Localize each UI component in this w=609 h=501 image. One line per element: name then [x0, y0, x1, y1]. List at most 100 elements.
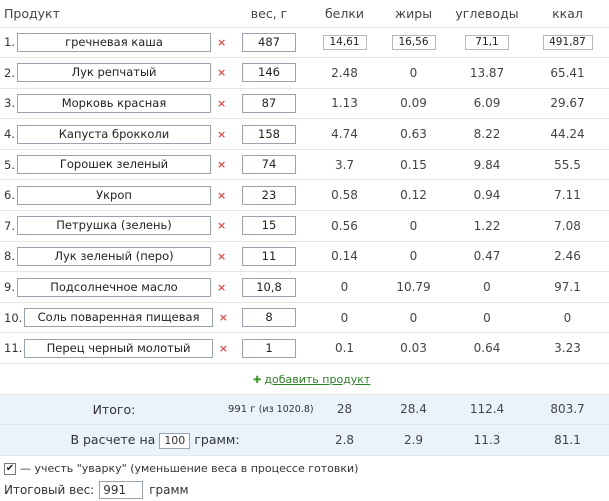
- weight-cell: 487: [228, 27, 310, 59]
- delete-icon[interactable]: ×: [216, 96, 227, 110]
- product-name-input[interactable]: Петрушка (зелень): [16, 216, 211, 236]
- fat-value: 0: [379, 57, 448, 89]
- protein-value: 2.48: [310, 57, 379, 89]
- delete-icon[interactable]: ×: [216, 188, 227, 202]
- carbs-value: 6.09: [448, 88, 526, 120]
- table-row: 9. Подсолнечное масло × 10,8 0 10.79 0 97.1: [0, 271, 609, 303]
- product-cell: 7. Петрушка (зелень) ×: [0, 210, 228, 242]
- product-name-input[interactable]: Горошек зеленый: [16, 155, 211, 175]
- delete-icon[interactable]: ×: [216, 249, 227, 263]
- weight-cell: 15: [228, 210, 310, 242]
- kcal-value: 3.23: [526, 332, 609, 365]
- protein-input[interactable]: 14,61: [322, 35, 367, 51]
- fat-value: 0.03: [379, 332, 448, 365]
- product-name-input[interactable]: Морковь красная: [16, 93, 211, 113]
- delete-icon[interactable]: ×: [218, 341, 228, 355]
- row-number: 11.: [4, 341, 23, 356]
- fat-value: 0.63: [379, 118, 448, 150]
- product-name-input[interactable]: Соль поваренная пищевая: [24, 308, 213, 328]
- product-name-input[interactable]: гречневая каша: [16, 32, 211, 52]
- table-row: 3. Морковь красная × 87 1.13 0.09 6.09 29.67: [0, 88, 609, 120]
- product-cell: 9. Подсолнечное масло ×: [0, 271, 228, 303]
- total-fat: 28.4: [379, 394, 448, 426]
- weight-input[interactable]: 74: [242, 155, 296, 175]
- header-weight: вес, г: [228, 0, 310, 28]
- delete-icon[interactable]: ×: [216, 158, 227, 172]
- add-product-row: ✚ добавить продукт: [0, 363, 609, 395]
- product-cell: 2. Лук репчатый ×: [0, 57, 228, 89]
- per-amount-input[interactable]: 100: [159, 432, 191, 449]
- weight-cell: 23: [228, 179, 310, 212]
- weight-input[interactable]: 8: [242, 308, 296, 328]
- kcal-value: 29.67: [526, 88, 609, 120]
- carbs-input[interactable]: 71,1: [465, 35, 509, 51]
- final-weight-label: Итоговый вес:: [4, 482, 95, 497]
- delete-icon[interactable]: ×: [216, 280, 227, 294]
- header-fat: жиры: [379, 0, 448, 28]
- fat-input[interactable]: 16,56: [391, 35, 436, 51]
- delete-icon[interactable]: ×: [216, 127, 227, 141]
- weight-input[interactable]: 487: [242, 32, 296, 52]
- weight-input[interactable]: 10,8: [242, 277, 296, 297]
- header-carbs: углеводы: [448, 0, 526, 28]
- table-row: 6. Укроп × 23 0.58 0.12 0.94 7.11: [0, 179, 609, 212]
- total-weight: 991 г (из 1020.8): [228, 394, 314, 426]
- weight-input[interactable]: 23: [242, 185, 296, 205]
- product-cell: 5. Горошек зеленый ×: [0, 149, 228, 181]
- table-row: 11. Перец черный молотый × 1 0.1 0.03 0.64 3.23: [0, 332, 609, 365]
- protein-cell: 14,61: [310, 27, 379, 59]
- protein-value: 0: [310, 302, 379, 334]
- total-protein: 28: [310, 394, 379, 426]
- weight-input[interactable]: 146: [242, 63, 296, 83]
- table-row: 7. Петрушка (зелень) × 15 0.56 0 1.22 7.08: [0, 210, 609, 242]
- per-suffix: грамм:: [194, 431, 240, 447]
- weight-input[interactable]: 11: [242, 246, 296, 266]
- product-name-input[interactable]: Перец черный молотый: [24, 338, 213, 358]
- product-name-input[interactable]: Лук репчатый: [16, 63, 211, 83]
- per-amount-row: В расчете на 100 грамм: 2.8 2.9 11.3 81.1: [0, 424, 609, 456]
- carbs-value: 8.22: [448, 118, 526, 150]
- weight-input[interactable]: 1: [242, 338, 296, 358]
- header-kcal: ккал: [526, 0, 609, 28]
- product-cell: 1. гречневая каша ×: [0, 27, 228, 59]
- weight-cell: 1: [228, 332, 310, 365]
- delete-icon[interactable]: ×: [216, 219, 227, 233]
- product-name-input[interactable]: Капуста брокколи: [16, 124, 211, 144]
- weight-input[interactable]: 158: [242, 124, 296, 144]
- row-number: 4.: [4, 127, 15, 142]
- weight-input[interactable]: 87: [242, 93, 296, 113]
- weight-cell: 10,8: [228, 271, 310, 303]
- protein-value: 0.14: [310, 241, 379, 273]
- delete-icon[interactable]: ×: [218, 311, 228, 325]
- delete-icon[interactable]: ×: [216, 66, 227, 80]
- add-product-link[interactable]: добавить продукт: [264, 372, 371, 386]
- table-row: 8. Лук зеленый (перо) × 11 0.14 0 0.47 2.46: [0, 241, 609, 273]
- protein-value: 3.7: [310, 149, 379, 181]
- row-number: 8.: [4, 249, 15, 264]
- total-carbs: 112.4: [448, 394, 526, 426]
- fat-value: 0: [379, 210, 448, 242]
- table-row: 1. гречневая каша × 487 14,61 16,56 71,1 491,87: [0, 27, 609, 59]
- fat-cell: 16,56: [379, 27, 448, 59]
- header-protein: белки: [310, 0, 379, 28]
- product-name-input[interactable]: Лук зеленый (перо): [16, 246, 211, 266]
- delete-icon[interactable]: ×: [216, 35, 227, 49]
- kcal-input[interactable]: 491,87: [542, 35, 593, 51]
- weight-cell: 11: [228, 241, 310, 273]
- product-cell: 6. Укроп ×: [0, 179, 228, 212]
- total-weight-note: (из 1020.8): [258, 403, 314, 415]
- product-name-input[interactable]: Подсолнечное масло: [16, 277, 211, 297]
- table-header: Продукт вес, г белки жиры углеводы ккал: [0, 0, 609, 28]
- product-cell: 10. Соль поваренная пищевая ×: [0, 302, 228, 334]
- protein-value: 1.13: [310, 88, 379, 120]
- product-name-input[interactable]: Укроп: [16, 185, 211, 205]
- protein-value: 0.58: [310, 179, 379, 212]
- protein-value: 4.74: [310, 118, 379, 150]
- fat-value: 0.15: [379, 149, 448, 181]
- total-row: Итого: 991 г (из 1020.8) 28 28.4 112.4 8…: [0, 394, 609, 426]
- kcal-value: 2.46: [526, 241, 609, 273]
- per-prefix: В расчете на: [70, 431, 156, 447]
- weight-input[interactable]: 15: [242, 216, 296, 236]
- final-weight-input[interactable]: 991: [99, 480, 144, 499]
